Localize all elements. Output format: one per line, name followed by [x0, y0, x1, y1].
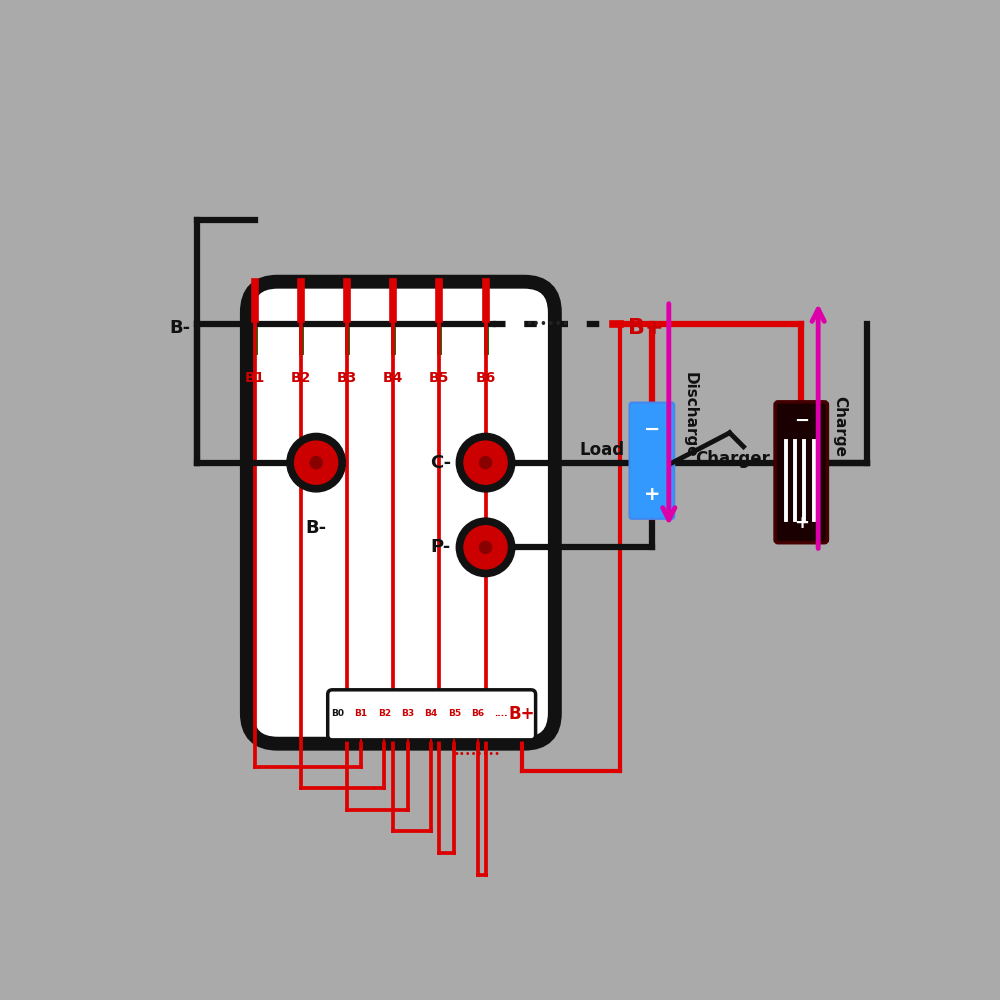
Circle shape	[480, 457, 492, 469]
Circle shape	[310, 457, 322, 469]
Text: B-: B-	[170, 319, 191, 337]
Text: +: +	[644, 485, 660, 504]
Text: Discharge: Discharge	[683, 372, 698, 457]
Text: C-: C-	[430, 454, 451, 472]
Text: B1: B1	[244, 371, 265, 385]
Text: B5: B5	[448, 709, 461, 718]
Text: B2: B2	[378, 709, 391, 718]
Text: Charge: Charge	[832, 396, 847, 457]
Text: B6: B6	[475, 371, 496, 385]
Text: B3: B3	[401, 709, 414, 718]
Text: B5: B5	[429, 371, 450, 385]
Circle shape	[464, 441, 507, 484]
Circle shape	[480, 541, 492, 553]
Text: B-: B-	[306, 519, 327, 537]
Circle shape	[456, 518, 515, 577]
Text: B4: B4	[383, 371, 403, 385]
Circle shape	[295, 441, 338, 484]
Text: −: −	[794, 412, 809, 430]
Text: ....: ....	[494, 709, 508, 718]
Text: ••••••: ••••••	[525, 318, 569, 331]
Text: B1: B1	[354, 709, 368, 718]
FancyBboxPatch shape	[328, 690, 536, 740]
Circle shape	[287, 433, 345, 492]
Text: B2: B2	[291, 371, 311, 385]
Text: B+: B+	[628, 318, 664, 338]
Text: ••••••••: ••••••••	[454, 749, 501, 759]
Text: Load: Load	[579, 441, 624, 459]
Text: Charger: Charger	[696, 450, 770, 468]
Circle shape	[456, 433, 515, 492]
Text: −: −	[644, 420, 660, 439]
Text: B4: B4	[424, 709, 438, 718]
Text: +: +	[794, 514, 809, 532]
Circle shape	[464, 526, 507, 569]
Text: B6: B6	[471, 709, 484, 718]
Text: P-: P-	[431, 538, 451, 556]
FancyBboxPatch shape	[247, 282, 555, 744]
FancyBboxPatch shape	[775, 402, 827, 543]
Text: B3: B3	[337, 371, 357, 385]
Text: B+: B+	[508, 705, 535, 723]
FancyBboxPatch shape	[630, 403, 674, 519]
Text: B0: B0	[331, 709, 344, 718]
